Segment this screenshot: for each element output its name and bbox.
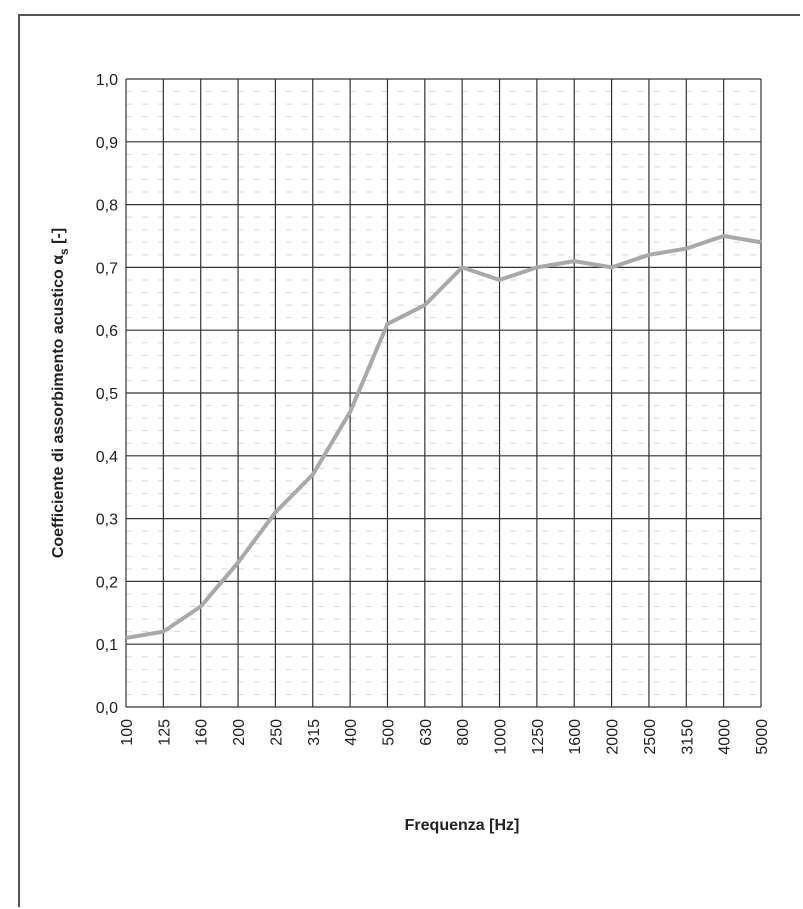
chart-frame — [18, 14, 800, 907]
y-axis-title-subscript: s — [57, 248, 71, 255]
grid — [125, 78, 762, 708]
y-tick-label: 0,7 — [96, 260, 118, 277]
tick-labels: 0,0 0,1 0,2 0,3 0,4 0,5 0,6 0,7 0,8 0,9 1,0 100 125 1… — [96, 72, 771, 755]
series-line — [125, 234, 762, 640]
x-axis-title: Frequenza [Hz] — [405, 817, 520, 834]
y-tick-label: 0,4 — [96, 449, 118, 466]
y-tick-label: 0,0 — [96, 700, 118, 717]
y-tick-label: 0,2 — [96, 574, 118, 591]
x-tick-label: 315 — [306, 719, 323, 746]
y-tick-label: 0,5 — [96, 386, 118, 403]
x-tick-label: 2500 — [642, 719, 659, 755]
x-tick-label: 250 — [268, 719, 285, 746]
y-tick-label: 0,8 — [96, 198, 118, 215]
y-tick-label: 1,0 — [96, 72, 118, 89]
y-tick-label: 0,3 — [96, 512, 118, 529]
y-tick-label: 0,6 — [96, 323, 118, 340]
x-tick-label: 630 — [418, 719, 435, 746]
x-tick-label: 4000 — [717, 719, 734, 755]
x-tick-label: 3150 — [679, 719, 696, 755]
x-tick-label: 100 — [119, 719, 136, 746]
x-tick-label: 1000 — [493, 719, 510, 755]
x-tick-label: 200 — [231, 719, 248, 746]
y-tick-label: 0,1 — [96, 637, 118, 654]
x-tick-label: 1250 — [530, 719, 547, 755]
x-tick-label: 500 — [380, 719, 397, 746]
x-tick-label: 5000 — [754, 719, 771, 755]
x-tick-label: 1600 — [567, 719, 584, 755]
x-tick-label: 125 — [156, 719, 173, 746]
y-tick-label: 0,9 — [96, 135, 118, 152]
x-tick-label: 2000 — [605, 719, 622, 755]
y-axis-title: Coefficiente di assorbimento acustico αs… — [50, 228, 71, 558]
x-tick-label: 400 — [343, 719, 360, 746]
x-tick-label: 160 — [194, 719, 211, 746]
y-axis-title-main: Coefficiente di assorbimento acustico α — [50, 255, 67, 558]
x-tick-label: 800 — [455, 719, 472, 746]
y-axis-title-tail: [-] — [50, 228, 67, 248]
